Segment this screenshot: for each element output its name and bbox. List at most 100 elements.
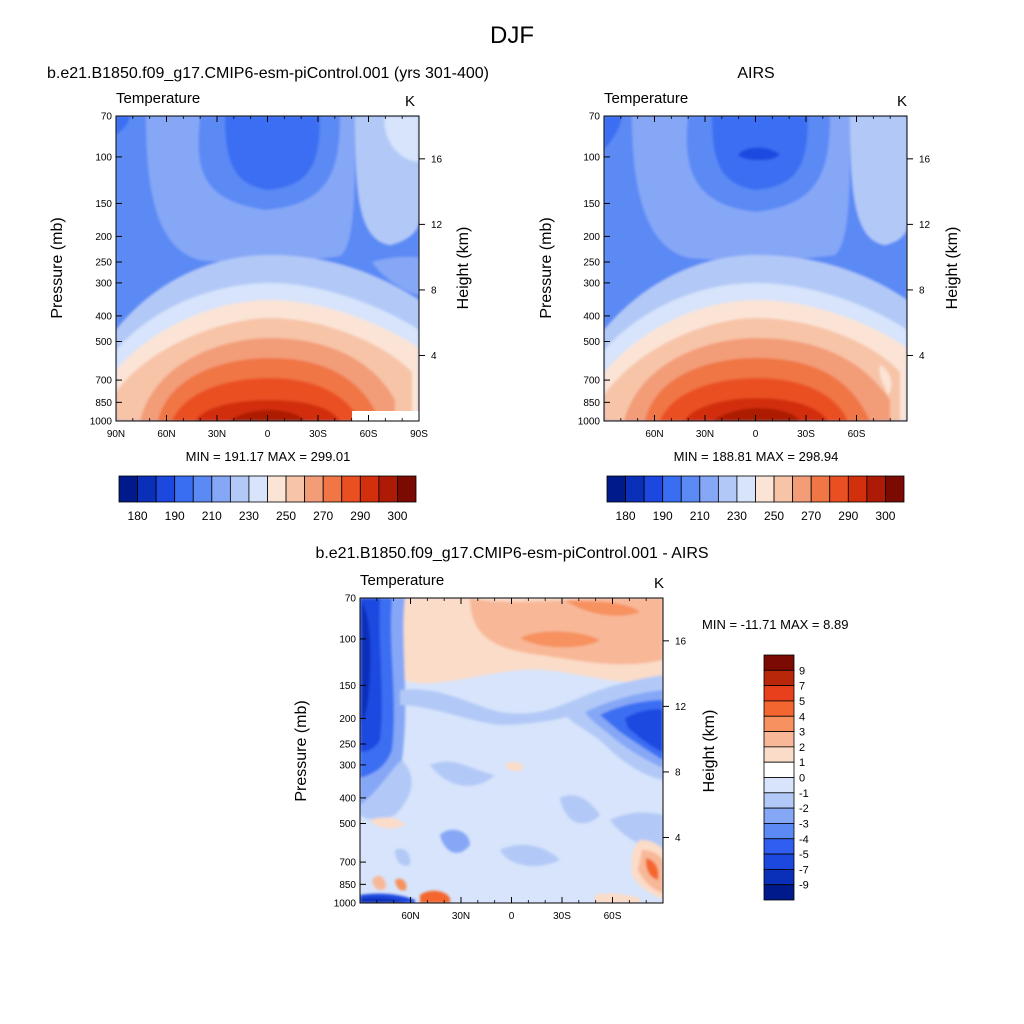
colorbar-swatch: [829, 475, 849, 503]
latitude-tick-label: 60N: [401, 911, 419, 922]
pressure-tick-label: 150: [583, 199, 600, 210]
plot-axes: 70 100 150 200 250 300 400 500 700 850 1000 60N 30N 0…: [334, 594, 687, 923]
pressure-tick-label: 500: [95, 337, 112, 348]
colorbar-swatch: [378, 475, 398, 503]
pressure-tick-label: 400: [339, 793, 356, 804]
colorbar-swatch: [810, 475, 831, 503]
colorbar: 180 190 210 230 250 270 290 300: [118, 475, 417, 523]
colorbar-label: 210: [202, 509, 222, 523]
colorbar-swatch: [763, 685, 795, 702]
colorbar-swatch: [643, 475, 664, 503]
colorbar-swatch: [792, 475, 812, 503]
colorbar-label: 5: [799, 696, 805, 708]
colorbar-label: 290: [838, 509, 858, 523]
colorbar-label: 250: [764, 509, 784, 523]
latitude-tick-label: 0: [265, 429, 271, 440]
latitude-tick-label: 60S: [360, 429, 378, 440]
pressure-axis-label: Pressure (mb): [538, 217, 555, 318]
colorbar-label: 290: [350, 509, 370, 523]
pressure-tick-label: 250: [339, 740, 356, 751]
colorbar-label: 9: [799, 665, 805, 677]
height-tick-label: 8: [431, 285, 437, 296]
colorbar-label: 4: [799, 711, 805, 723]
colorbar-swatch: [118, 475, 138, 503]
latitude-tick-label: 0: [753, 429, 759, 440]
pressure-tick-label: 200: [583, 232, 600, 243]
pressure-tick-label: 1000: [90, 417, 113, 428]
pressure-tick-label: 300: [583, 278, 600, 289]
colorbar-swatch: [763, 746, 795, 763]
min-max-stats: MIN = -11.71 MAX = 8.89: [702, 617, 848, 632]
colorbar-swatch: [174, 475, 194, 503]
colorbar-swatch: [847, 475, 868, 503]
height-tick-label: 8: [919, 285, 925, 296]
colorbar: 9 7 5 4 3 2 1 0 -1 -2 -3 -4 -5 -7 -9: [763, 654, 809, 901]
colorbar-swatch: [397, 475, 417, 503]
pressure-tick-label: 100: [339, 634, 356, 645]
panel-title: b.e21.B1850.f09_g17.CMIP6-esm-piControl.…: [315, 545, 708, 562]
height-tick-label: 4: [431, 351, 437, 362]
colorbar-swatch: [866, 475, 886, 503]
panel-left-label: Temperature: [116, 90, 200, 107]
panel-unit-label: K: [405, 93, 415, 110]
height-tick-label: 4: [919, 351, 925, 362]
panel-model: b.e21.B1850.f09_g17.CMIP6-esm-piControl.…: [47, 65, 489, 523]
pressure-tick-label: 1000: [578, 417, 601, 428]
colorbar-label: 230: [727, 509, 747, 523]
colorbar-label: -5: [799, 849, 809, 861]
pressure-tick-label: 150: [339, 681, 356, 692]
plot-axes: 70 100 150 200 250 300 400 500 700 850 1000 60N 30N 0…: [578, 112, 931, 441]
colorbar-swatch: [763, 761, 795, 778]
pressure-tick-label: 500: [339, 819, 356, 830]
pressure-axis-label: Pressure (mb): [49, 217, 66, 318]
colorbar-swatch: [322, 475, 343, 503]
pressure-tick-label: 70: [345, 594, 357, 605]
colorbar-swatch: [763, 853, 795, 870]
colorbar-swatch: [763, 715, 795, 732]
latitude-tick-label: 90N: [107, 429, 125, 440]
colorbar-swatch: [359, 475, 380, 503]
colorbar-label: 270: [313, 509, 333, 523]
colorbar-swatch: [267, 475, 287, 503]
pressure-tick-label: 700: [583, 376, 600, 387]
contour-field: [604, 116, 907, 421]
colorbar-swatch: [155, 475, 176, 503]
height-tick-label: 4: [675, 833, 681, 844]
latitude-tick-label: 60N: [645, 429, 663, 440]
colorbar-label: -1: [799, 788, 809, 800]
height-tick-label: 16: [919, 154, 931, 165]
colorbar-swatch: [229, 475, 250, 503]
contour-field: [360, 598, 663, 903]
colorbar-label: 1: [799, 757, 805, 769]
pressure-tick-label: 850: [339, 880, 356, 891]
latitude-tick-label: 60S: [604, 911, 622, 922]
pressure-tick-label: 400: [95, 311, 112, 322]
colorbar-swatch: [662, 475, 682, 503]
colorbar-swatch: [736, 475, 756, 503]
pressure-tick-label: 200: [95, 232, 112, 243]
contour-field: [116, 116, 419, 421]
pressure-tick-label: 100: [583, 152, 600, 163]
colorbar-label: 180: [128, 509, 148, 523]
latitude-tick-label: 30N: [208, 429, 226, 440]
latitude-tick-label: 90S: [410, 429, 428, 440]
colorbar-swatch: [763, 777, 795, 794]
colorbar-label: -2: [799, 803, 809, 815]
colorbar-swatch: [763, 868, 795, 886]
latitude-tick-label: 60N: [157, 429, 175, 440]
panel-unit-label: K: [654, 575, 664, 592]
colorbar-swatch: [192, 475, 213, 503]
height-tick-label: 12: [675, 702, 687, 713]
colorbar-swatch: [717, 475, 738, 503]
colorbar-swatch: [763, 731, 795, 748]
colorbar-swatch: [341, 475, 361, 503]
colorbar-swatch: [304, 475, 324, 503]
panel-airs: AIRS Temperature K: [538, 65, 961, 523]
height-tick-label: 16: [675, 636, 687, 647]
colorbar-label: 190: [653, 509, 673, 523]
pressure-axis-label: Pressure (mb): [293, 700, 310, 801]
latitude-tick-label: 30S: [309, 429, 327, 440]
colorbar-swatch: [625, 475, 645, 503]
colorbar-swatch: [763, 807, 795, 824]
colorbar-swatch: [606, 475, 626, 503]
